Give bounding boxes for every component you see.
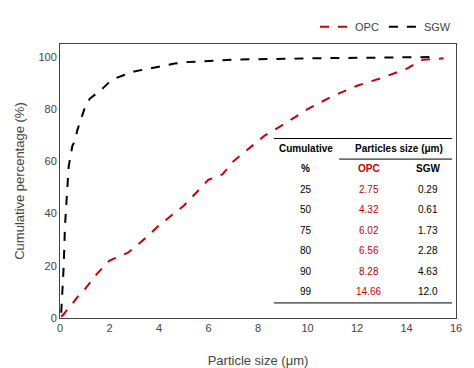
svg-text:25: 25 <box>300 184 312 195</box>
svg-text:0.29: 0.29 <box>418 184 438 195</box>
svg-text:14: 14 <box>400 322 412 334</box>
svg-text:Cumulative: Cumulative <box>279 143 333 154</box>
svg-text:6: 6 <box>205 322 211 334</box>
svg-text:SGW: SGW <box>416 163 440 174</box>
svg-text:0.61: 0.61 <box>418 204 438 215</box>
svg-text:80: 80 <box>300 245 312 256</box>
svg-text:99: 99 <box>300 286 312 297</box>
svg-text:6.56: 6.56 <box>359 245 379 256</box>
svg-text:8.28: 8.28 <box>359 266 379 277</box>
svg-text:90: 90 <box>300 266 312 277</box>
svg-text:60: 60 <box>45 155 57 167</box>
svg-text:14.66: 14.66 <box>356 286 381 297</box>
svg-text:0: 0 <box>57 322 63 334</box>
svg-text:20: 20 <box>45 260 57 272</box>
svg-text:8: 8 <box>255 322 261 334</box>
svg-text:OPC: OPC <box>358 163 380 174</box>
svg-text:Particle size (μm): Particle size (μm) <box>208 353 309 368</box>
svg-text:2: 2 <box>106 322 112 334</box>
svg-text:80: 80 <box>45 103 57 115</box>
svg-text:100: 100 <box>38 51 56 63</box>
svg-text:40: 40 <box>45 207 57 219</box>
svg-text:75: 75 <box>300 225 312 236</box>
svg-text:4: 4 <box>156 322 162 334</box>
svg-text:Cumulative percentage (%): Cumulative percentage (%) <box>12 102 27 260</box>
svg-text:4.32: 4.32 <box>359 204 379 215</box>
svg-text:1.73: 1.73 <box>418 225 438 236</box>
svg-text:50: 50 <box>300 204 312 215</box>
svg-text:12.0: 12.0 <box>418 286 438 297</box>
svg-text:12: 12 <box>351 322 363 334</box>
svg-text:16: 16 <box>450 322 462 334</box>
svg-text:Particles size (μm): Particles size (μm) <box>355 143 443 154</box>
svg-text:SGW: SGW <box>424 21 451 33</box>
svg-text:OPC: OPC <box>355 21 379 33</box>
svg-text:4.63: 4.63 <box>418 266 438 277</box>
svg-text:2.75: 2.75 <box>359 184 379 195</box>
svg-text:0: 0 <box>51 312 57 324</box>
svg-text:6.02: 6.02 <box>359 225 379 236</box>
svg-text:10: 10 <box>301 322 313 334</box>
svg-text:2.28: 2.28 <box>418 245 438 256</box>
svg-text:%: % <box>301 163 310 174</box>
